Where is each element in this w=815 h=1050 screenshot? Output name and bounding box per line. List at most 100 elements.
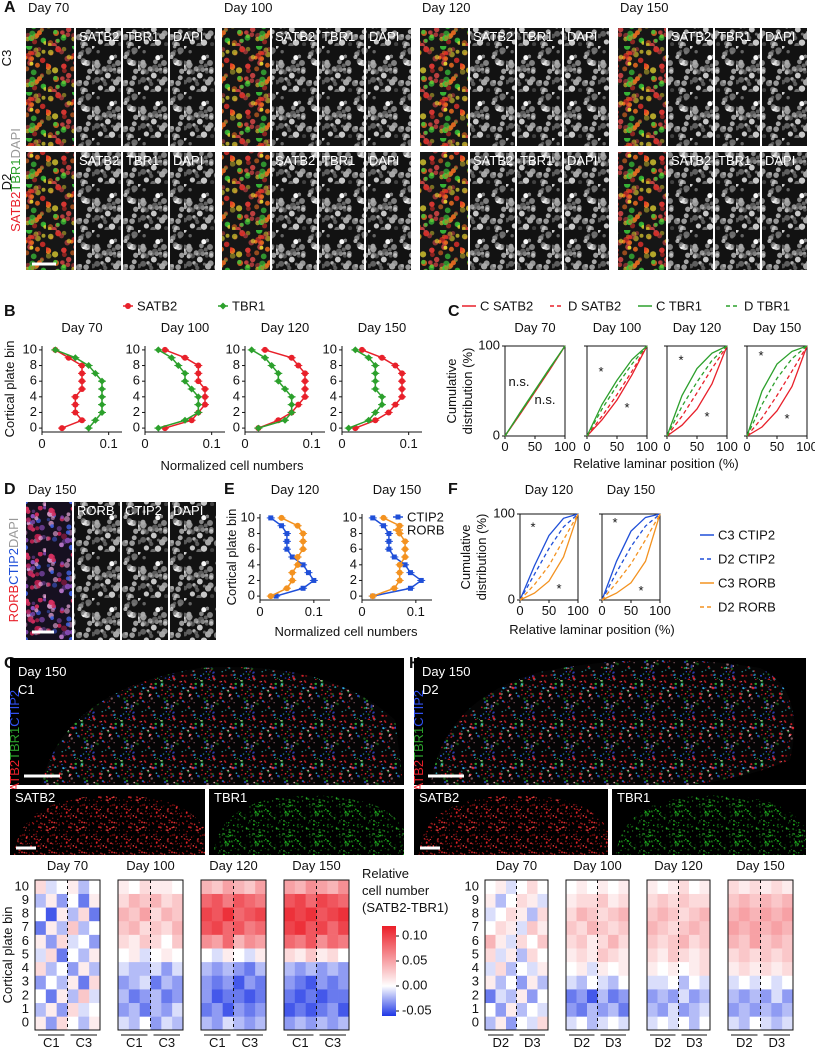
heat-cell [89, 975, 101, 990]
y-tick-label: 3 [22, 974, 29, 989]
y-tick-label: 1 [472, 1001, 479, 1016]
heat-cell [728, 989, 740, 1004]
heat-cell [506, 948, 517, 963]
marker [194, 401, 202, 409]
heat-cell [172, 948, 184, 963]
heat-cell [89, 893, 101, 908]
heat-cell [161, 907, 173, 922]
marker [274, 377, 282, 385]
heat-cell [327, 920, 339, 935]
marker [385, 409, 392, 416]
y-tick-label: 5 [22, 946, 29, 961]
y-tick-label: 10 [323, 341, 337, 356]
heat-cell [89, 907, 101, 922]
heat-cell [172, 880, 184, 894]
subplot-title: Day 120 [261, 320, 309, 335]
heat-cell [527, 1016, 538, 1031]
day-label: Day 150 [422, 664, 470, 679]
heat-cell [244, 989, 256, 1004]
heat-cell [222, 948, 234, 963]
heat-cell [233, 907, 245, 922]
heat-cell [678, 1016, 690, 1031]
y-tick-label: 10 [241, 509, 255, 524]
organoid [430, 659, 795, 785]
panel-label: C [448, 303, 460, 320]
channel-label: DAPI [173, 29, 203, 44]
heat-cell [728, 961, 740, 976]
heat-cell [305, 989, 317, 1004]
organoid-channel [616, 795, 806, 855]
panel-label: E [224, 481, 235, 498]
heat-cell [516, 1016, 528, 1031]
channel-image [366, 152, 411, 270]
channel-label: TBR1 [520, 153, 553, 168]
marker [262, 346, 268, 353]
marker [79, 417, 85, 424]
heat-cell [327, 1016, 339, 1031]
marker [85, 362, 93, 370]
channel-image [470, 152, 515, 270]
heat-cell [608, 934, 619, 949]
heat-cell [760, 893, 772, 908]
channel-image [74, 502, 120, 640]
heat-cell [760, 1002, 772, 1017]
heat-cell [45, 989, 57, 1004]
cumulative-line [586, 345, 648, 437]
marker [351, 346, 359, 354]
annotation: * [624, 400, 629, 415]
heat-cell [749, 989, 761, 1004]
day-label: Day 120 [422, 0, 470, 15]
y-tick-label: 8 [350, 525, 357, 540]
annotation: * [758, 348, 763, 363]
heat-cell [222, 893, 234, 908]
marker [386, 531, 392, 537]
stain-name: CTIP2 [411, 690, 426, 727]
subplot-title: Day 100 [126, 858, 174, 873]
heat-cell [150, 1002, 162, 1017]
heat-cell [172, 989, 184, 1004]
heat-cell [118, 989, 130, 1004]
heat-cell [89, 880, 101, 894]
heat-cell [211, 907, 223, 922]
channel-label: SATB2 [671, 153, 711, 168]
heat-cell [495, 948, 507, 963]
heat-cell [506, 880, 517, 894]
heat-cell [516, 975, 528, 990]
marker [294, 561, 301, 568]
heat-cell [771, 907, 783, 922]
colorbar [382, 926, 396, 1016]
heat-cell [657, 961, 669, 976]
heat-cell [294, 893, 306, 908]
y-tick-label: 4 [233, 388, 240, 403]
heat-cell [527, 1002, 538, 1017]
heat-cell [760, 934, 772, 949]
channel-image [76, 28, 121, 146]
merge-image [222, 152, 270, 270]
heat-cell [657, 989, 669, 1004]
heat-cell [699, 1002, 711, 1017]
annotation: * [530, 520, 535, 535]
heat-cell [338, 961, 350, 976]
y-tick-label: 0 [22, 1015, 29, 1030]
heat-cell [284, 1002, 296, 1017]
heat-cell [618, 907, 630, 922]
heat-cell [782, 893, 794, 908]
heat-cell [506, 920, 517, 935]
heat-cell [211, 975, 223, 990]
cumulative-line [601, 513, 661, 601]
heat-cell [678, 920, 690, 935]
heat-cell [294, 1016, 306, 1031]
heat-cell [67, 893, 79, 908]
heat-cell [316, 920, 328, 935]
group-label: D2 [492, 1035, 509, 1050]
heat-cell [284, 920, 296, 935]
stain-name: SATB2 [8, 192, 23, 232]
heat-cell [495, 880, 507, 894]
heat-cell [495, 989, 507, 1004]
heat-cell [495, 961, 507, 976]
marker [391, 585, 398, 592]
heat-cell [738, 989, 750, 1004]
group-label: D2 [573, 1035, 590, 1050]
legend-label: D2 RORB [718, 599, 776, 614]
heat-cell [67, 989, 79, 1004]
